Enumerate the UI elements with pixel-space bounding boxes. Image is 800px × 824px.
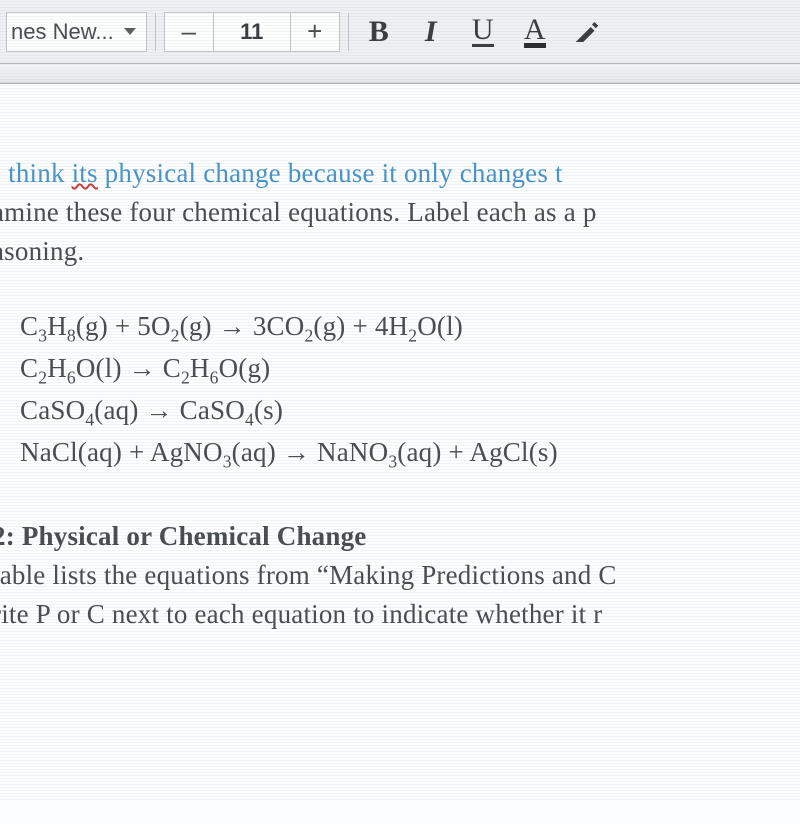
font-size-group: – 11 + (164, 12, 340, 52)
bold-button[interactable]: B (357, 10, 401, 54)
formatting-toolbar: nes New... – 11 + B I U A (0, 0, 800, 64)
spelling-error: its (72, 158, 98, 188)
font-size-input[interactable]: 11 (214, 12, 290, 52)
underline-button[interactable]: U (461, 10, 505, 54)
horizontal-ruler (0, 64, 800, 84)
toolbar-divider (155, 13, 156, 51)
student-answer-text: I think its physical change because it o… (0, 158, 563, 188)
toolbar-divider (348, 13, 349, 51)
equation-line: CaSO4(aq) → CaSO4(s) (20, 391, 780, 433)
increase-font-button[interactable]: + (290, 12, 340, 52)
highlight-color-button[interactable] (565, 10, 609, 54)
paragraph-line: table lists the equations from “Making P… (0, 556, 780, 595)
chevron-down-icon (124, 28, 136, 35)
font-family-dropdown[interactable]: nes New... (6, 12, 147, 52)
equation-line: NaCl(aq) + AgNO3(aq) → NaNO3(aq) + AgCl(… (20, 433, 780, 475)
document-page[interactable]: I think its physical change because it o… (0, 84, 800, 824)
paragraph-line: rite P or C next to each equation to ind… (0, 595, 780, 634)
equation-line: C3H8(g) + 5O2(g) → 3CO2(g) + 4H2O(l) (20, 307, 780, 349)
equation-line: C2H6O(l) → C2H6O(g) (20, 349, 780, 391)
highlighter-icon (572, 17, 602, 47)
paragraph-prompt-line: amine these four chemical equations. Lab… (0, 193, 780, 232)
section-heading: 2: Physical or Chemical Change (0, 517, 780, 556)
paragraph-prompt-line: asoning. (0, 232, 780, 271)
equations-block: C3H8(g) + 5O2(g) → 3CO2(g) + 4H2O(l) C2H… (20, 307, 780, 474)
italic-button[interactable]: I (409, 10, 453, 54)
paragraph-answer: I think its physical change because it o… (0, 154, 780, 193)
decrease-font-button[interactable]: – (164, 12, 214, 52)
font-family-label: nes New... (11, 19, 114, 45)
text-color-button[interactable]: A (513, 10, 557, 54)
